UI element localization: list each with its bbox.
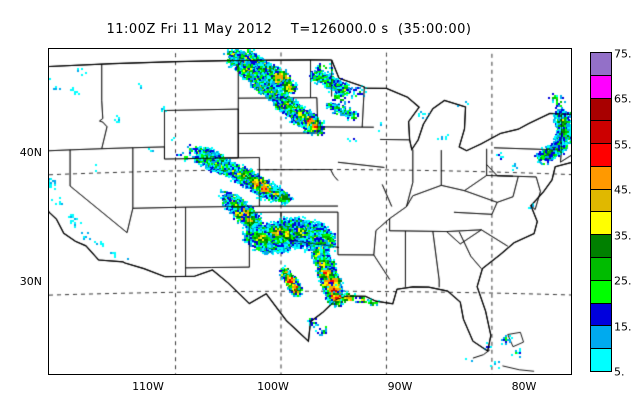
colorbar-tick-labels: 75. 65. 55. 45. 35. 25. 15. 5.: [614, 48, 640, 379]
colorbar-label-55: 55.: [614, 138, 632, 152]
map-plot-frame: [48, 48, 572, 375]
colorbar-label-35: 35.: [614, 229, 632, 243]
x-tick-80w: 80W: [511, 380, 537, 393]
radar-reflectivity-canvas: [49, 49, 571, 374]
reflectivity-colorbar: [590, 52, 612, 372]
colorbar-band-20: [591, 303, 611, 327]
y-tick-30n: 30N: [19, 275, 42, 288]
y-tick-40n: 40N: [19, 146, 42, 159]
colorbar-label-5: 5.: [614, 365, 625, 379]
page-title: 11:00Z Fri 11 May 2012 T=126000.0 s (35:…: [106, 22, 472, 37]
colorbar-band-40: [591, 212, 611, 236]
colorbar-band-70: [591, 75, 611, 99]
x-tick-90w: 90W: [387, 380, 413, 393]
colorbar-band-25: [591, 280, 611, 304]
colorbar-band-75: [591, 53, 611, 76]
colorbar-label-45: 45.: [614, 183, 632, 197]
colorbar-band-45: [591, 189, 611, 213]
colorbar-label-15: 15.: [614, 320, 632, 334]
colorbar-band-30: [591, 258, 611, 281]
colorbar-band-60: [591, 121, 611, 145]
colorbar-label-65: 65.: [614, 92, 632, 106]
colorbar-band-55: [591, 144, 611, 167]
colorbar-label-25: 25.: [614, 274, 632, 288]
colorbar-label-75: 75.: [614, 47, 632, 61]
colorbar-band-15: [591, 326, 611, 350]
colorbar-band-65: [591, 98, 611, 122]
colorbar-band-10: [591, 349, 611, 371]
x-tick-100w: 100W: [257, 380, 289, 393]
x-tick-110w: 110W: [132, 380, 164, 393]
colorbar-band-35: [591, 235, 611, 259]
colorbar-band-50: [591, 166, 611, 190]
